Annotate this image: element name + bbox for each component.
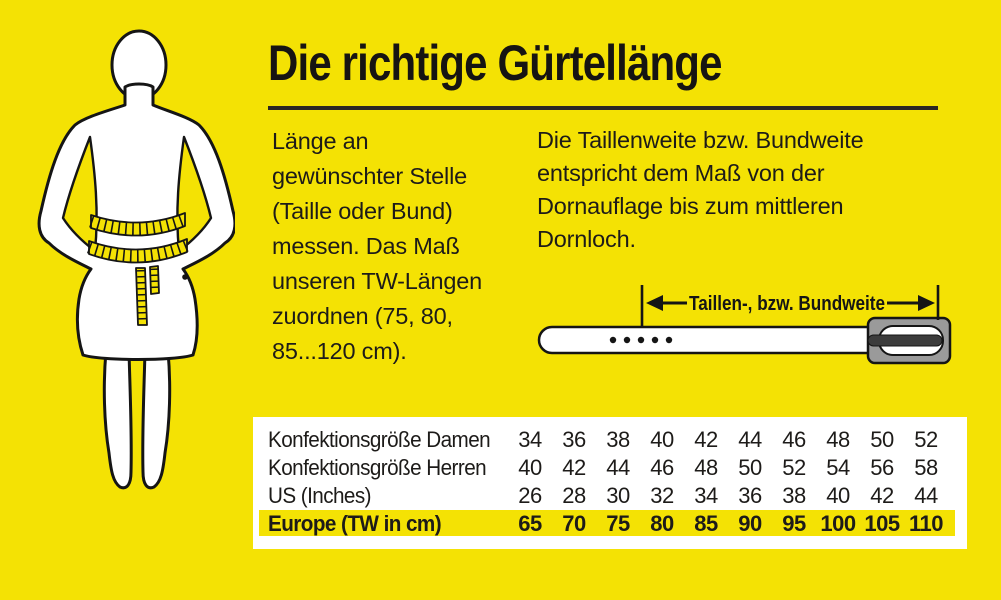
table-row-europe: Europe (TW in cm) 65 70 75 80 85 90 95 100 105 110 [259,510,955,537]
page-title: Die richtige Gürtellänge [268,35,722,91]
size-value-cell: 56 [870,455,894,480]
belt-diagram: Taillen-, bzw. Bundweite [537,285,952,365]
arrowhead-right-icon [918,295,935,311]
buckle-prong-shape [867,334,943,347]
row-label: US (Inches) [268,483,372,508]
instruction-right: Die Taillenweite bzw. Bundweite entspric… [537,127,864,252]
size-value-cell: 42 [694,427,718,452]
size-value-cell: 48 [694,455,718,480]
size-value-cell: 90 [738,510,762,536]
size-value-cell: 70 [562,510,586,536]
size-value-cell: 30 [606,483,630,508]
size-value-cell: 80 [650,510,674,536]
size-value-cell: 48 [826,427,850,452]
size-value-cell: 36 [562,427,586,452]
size-value-cell: 105 [864,510,900,536]
size-value-cell: 54 [826,455,850,480]
size-value-cell: 75 [606,510,630,536]
row-label: Konfektionsgröße Damen [268,427,491,452]
arrowhead-left-icon [646,295,663,311]
size-value-cell: 44 [914,483,938,508]
size-value-cell: 65 [518,510,542,536]
size-value-cell: 42 [562,455,586,480]
left-leg-shape [102,349,133,490]
size-value-cell: 36 [738,483,762,508]
size-value-cell: 46 [650,455,674,480]
size-value-cell: 46 [782,427,806,452]
size-value-cell: 34 [694,483,718,508]
size-conversion-table: Konfektionsgröße Damen 34 36 38 40 42 44 46 48 50… [253,417,967,549]
person-silhouette-icon [37,29,235,490]
left-arm-gap [61,135,98,253]
size-value-cell: 95 [782,510,806,536]
tape-ticks-lower [86,239,190,263]
row-label: Europe (TW in cm) [268,510,442,536]
size-value-cell: 34 [518,427,542,452]
right-leg-shape [141,349,172,490]
table-row: Konfektionsgröße Damen 34 36 38 40 42 44 46 48 50… [268,426,948,454]
size-value-cell: 40 [826,483,850,508]
row-label: Konfektionsgröße Herren [268,455,487,480]
table-row: Konfektionsgröße Herren 40 42 44 46 48 50 52 54 5… [268,454,948,482]
size-value-cell: 58 [914,455,938,480]
size-value-cell: 38 [782,483,806,508]
size-value-cell: 28 [562,483,586,508]
size-value-cell: 32 [650,483,674,508]
size-value-cell: 38 [606,427,630,452]
size-value-cell: 40 [518,455,542,480]
size-value-cell: 50 [870,427,894,452]
table-row: US (Inches) 26 28 30 32 34 36 38 40 42 44 [268,482,948,510]
instruction-left: Länge an gewünschter Stelle (Taille oder… [272,128,482,364]
size-value-cell: 52 [914,427,938,452]
hip-dot [182,274,188,280]
size-value-cell: 40 [650,427,674,452]
belt-holes [609,336,673,344]
tape-end-ticks-short [150,268,159,292]
size-value-cell: 26 [518,483,542,508]
size-value-cell: 100 [820,510,856,536]
size-value-cell: 44 [738,427,762,452]
size-value-cell: 110 [909,510,944,536]
size-value-cell: 50 [738,455,762,480]
size-value-cell: 42 [870,483,894,508]
size-value-cell: 85 [694,510,718,536]
belt-strap-shape [537,325,897,355]
title-underline [268,106,938,110]
size-value-cell: 44 [606,455,630,480]
tape-hanging-end-short [149,265,160,295]
measure-label: Taillen-, bzw. Bundweite [689,293,885,315]
size-value-cell: 52 [782,455,806,480]
